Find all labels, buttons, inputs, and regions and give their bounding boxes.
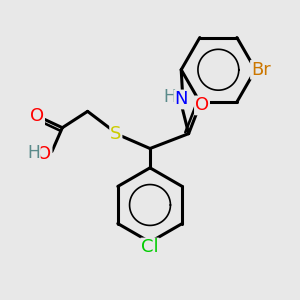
Text: O: O xyxy=(38,146,52,164)
Text: Br: Br xyxy=(251,61,271,79)
Text: N: N xyxy=(175,91,188,109)
Text: H: H xyxy=(27,144,40,162)
Text: H: H xyxy=(164,88,176,106)
Text: O: O xyxy=(30,107,44,125)
Text: Cl: Cl xyxy=(141,238,159,256)
Text: S: S xyxy=(110,125,122,143)
Text: O: O xyxy=(195,96,209,114)
